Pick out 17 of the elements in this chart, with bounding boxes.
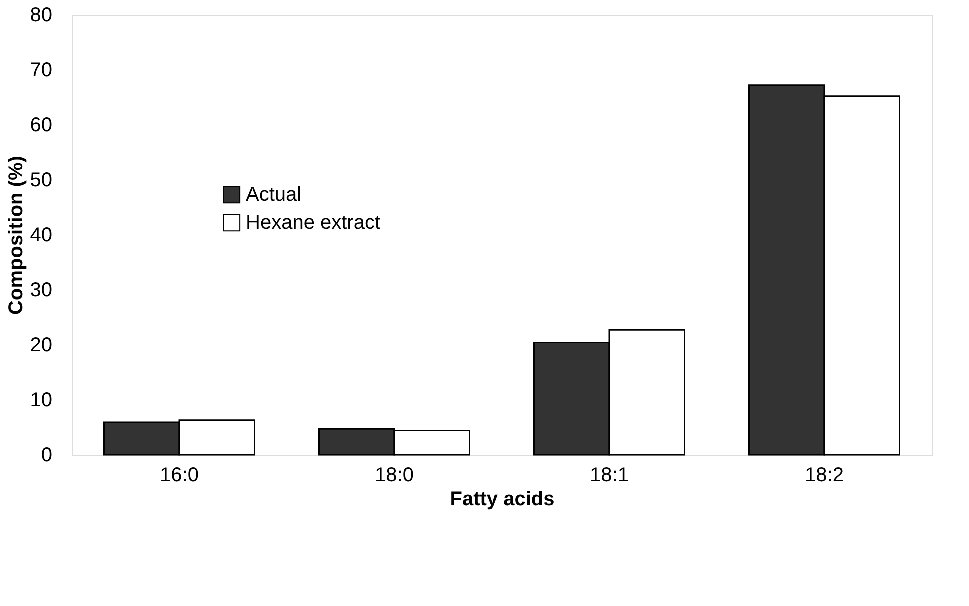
x-tick-label: 16:0 — [160, 464, 199, 486]
y-tick-label: 50 — [30, 170, 52, 192]
y-tick-label: 40 — [30, 224, 52, 246]
x-tick-label: 18:2 — [805, 464, 844, 486]
y-tick-label: 80 — [30, 4, 52, 26]
y-tick-label: 0 — [41, 444, 52, 466]
x-axis-title: Fatty acids — [450, 488, 555, 510]
legend-label: Hexane extract — [246, 212, 381, 234]
x-tick-label: 18:0 — [375, 464, 414, 486]
y-tick-label: 70 — [30, 60, 52, 82]
y-tick-label: 60 — [30, 114, 52, 136]
y-axis-title: Composition (%) — [5, 156, 28, 315]
y-tick-label: 30 — [30, 280, 52, 302]
y-tick-label: 10 — [30, 390, 52, 412]
x-tick-label: 18:1 — [590, 464, 629, 486]
legend-label: Actual — [246, 184, 302, 206]
y-tick-label: 20 — [30, 334, 52, 356]
